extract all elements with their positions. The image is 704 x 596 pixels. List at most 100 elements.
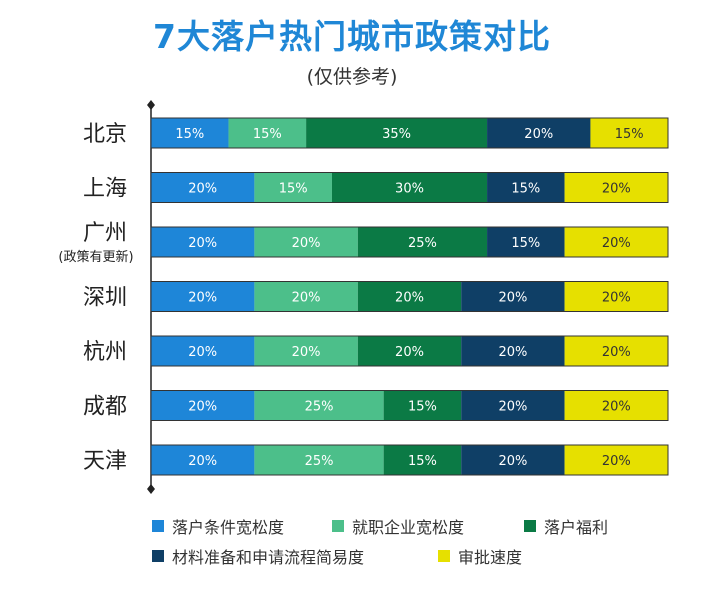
bar-segment bbox=[461, 390, 565, 421]
bar-value-label: 15% bbox=[253, 127, 282, 142]
bar-value-label: 20% bbox=[498, 454, 527, 469]
chart-subtitle: (仅供参考) bbox=[306, 66, 398, 88]
bar-segment bbox=[487, 227, 565, 257]
bar-value-label: 20% bbox=[188, 236, 217, 251]
bar-segment bbox=[254, 281, 358, 312]
legend-swatch-3 bbox=[152, 550, 164, 562]
y-axis-bottom-marker bbox=[147, 484, 155, 494]
bar-segment bbox=[254, 445, 384, 475]
bar-value-label: 15% bbox=[615, 127, 644, 142]
bar-value-label: 15% bbox=[511, 182, 540, 197]
bar-value-label: 20% bbox=[498, 291, 527, 306]
legend-label-3: 材料准备和申请流程简易度 bbox=[172, 548, 365, 567]
bar-outline bbox=[150, 172, 669, 203]
bar-value-label: 15% bbox=[175, 127, 204, 142]
bar-value-label: 30% bbox=[395, 182, 424, 197]
bar-outline bbox=[150, 117, 669, 149]
bar-segment bbox=[254, 390, 384, 421]
bar-value-label: 15% bbox=[279, 182, 308, 197]
bar-segment bbox=[254, 227, 358, 257]
bar-outline bbox=[150, 281, 669, 312]
bar-value-label: 20% bbox=[292, 236, 321, 251]
bar-segment bbox=[564, 227, 668, 257]
bar-segment bbox=[564, 390, 668, 421]
chart-title: 7大落户热门城市政策对比 bbox=[153, 17, 551, 56]
legend-item-2: 落户福利 bbox=[524, 514, 608, 538]
bar-segment bbox=[590, 118, 668, 148]
bar-segment bbox=[357, 227, 488, 257]
category-label: 北京 bbox=[83, 122, 127, 147]
legend-label-4: 审批速度 bbox=[458, 548, 523, 567]
bar-segment bbox=[461, 445, 565, 475]
bar-segment bbox=[564, 172, 668, 203]
bar-value-label: 20% bbox=[602, 454, 631, 469]
bar-segment bbox=[487, 118, 591, 148]
bar-segment bbox=[357, 336, 462, 366]
category-label: 杭州 bbox=[83, 340, 127, 365]
bar-segment bbox=[151, 172, 255, 203]
bar-segment bbox=[151, 281, 255, 312]
bar-segment bbox=[383, 445, 462, 475]
category-note: (政策有更新) bbox=[58, 249, 133, 265]
bar-value-label: 15% bbox=[408, 400, 437, 415]
bar-outline bbox=[150, 390, 669, 421]
bar-segment bbox=[383, 390, 462, 421]
category-label: 天津 bbox=[83, 449, 127, 474]
bar-value-label: 25% bbox=[408, 236, 437, 251]
bar-segment bbox=[461, 336, 565, 366]
bar-segment bbox=[151, 445, 255, 475]
bar-value-label: 15% bbox=[511, 236, 540, 251]
bar-segment bbox=[228, 118, 307, 148]
bar-segment bbox=[357, 281, 462, 312]
bar-value-label: 20% bbox=[602, 182, 631, 197]
bar-outline bbox=[150, 226, 669, 258]
bar-segment bbox=[254, 336, 358, 366]
bar-segment bbox=[487, 172, 565, 203]
bar-value-label: 20% bbox=[188, 454, 217, 469]
bar-value-label: 20% bbox=[395, 345, 424, 360]
bar-value-label: 25% bbox=[305, 400, 334, 415]
bar-value-label: 20% bbox=[602, 345, 631, 360]
legend-item-4: 审批速度 bbox=[438, 544, 522, 568]
bar-value-label: 20% bbox=[602, 400, 631, 415]
y-axis-top-marker bbox=[147, 100, 155, 110]
bar-value-label: 20% bbox=[498, 400, 527, 415]
bar-value-label: 25% bbox=[305, 454, 334, 469]
bar-segment bbox=[564, 281, 668, 312]
bar-outline bbox=[150, 335, 669, 367]
category-label: 上海 bbox=[83, 177, 127, 202]
bar-value-label: 20% bbox=[188, 291, 217, 306]
bar-value-label: 15% bbox=[408, 454, 437, 469]
legend-item-3: 材料准备和申请流程简易度 bbox=[152, 544, 364, 568]
bar-segment bbox=[461, 281, 565, 312]
bar-value-label: 20% bbox=[188, 400, 217, 415]
legend-swatch-0 bbox=[152, 520, 164, 532]
bar-value-label: 20% bbox=[602, 291, 631, 306]
bar-segment bbox=[254, 172, 332, 203]
bar-value-label: 20% bbox=[292, 345, 321, 360]
bar-value-label: 20% bbox=[524, 127, 553, 142]
bar-value-label: 20% bbox=[395, 291, 424, 306]
bar-value-label: 20% bbox=[188, 182, 217, 197]
category-label: 广州 bbox=[83, 221, 127, 246]
bar-segment bbox=[151, 390, 255, 421]
bar-segment bbox=[151, 227, 255, 257]
legend-swatch-2 bbox=[524, 520, 536, 532]
bar-segment bbox=[151, 336, 255, 366]
bar-value-label: 20% bbox=[602, 236, 631, 251]
bar-segment bbox=[151, 118, 229, 148]
legend-item-0: 落户条件宽松度 bbox=[152, 514, 284, 538]
legend-item-1: 就职企业宽松度 bbox=[332, 514, 464, 538]
legend-label-1: 就职企业宽松度 bbox=[352, 518, 465, 537]
legend-label-0: 落户条件宽松度 bbox=[172, 518, 285, 537]
bar-value-label: 35% bbox=[382, 127, 411, 142]
bar-segment bbox=[564, 445, 668, 475]
legend-swatch-4 bbox=[438, 550, 450, 562]
bar-segment bbox=[331, 172, 488, 203]
bar-value-label: 20% bbox=[188, 345, 217, 360]
bar-outline bbox=[150, 444, 669, 476]
category-label: 成都 bbox=[83, 395, 127, 420]
category-label: 深圳 bbox=[83, 286, 127, 311]
bar-value-label: 20% bbox=[498, 345, 527, 360]
